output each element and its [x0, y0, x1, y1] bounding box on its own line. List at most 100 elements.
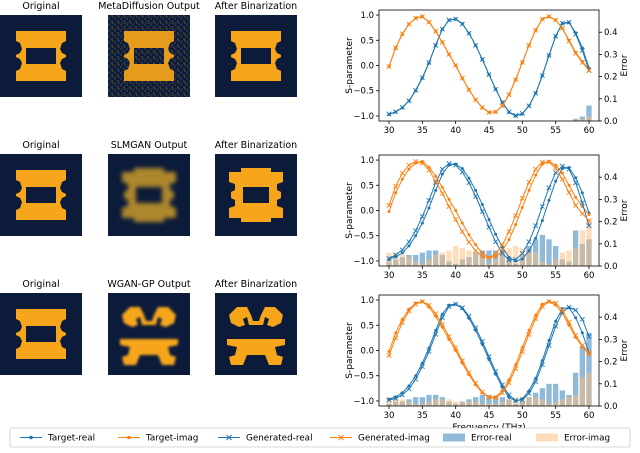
plot-frame: [378, 154, 600, 267]
x-tick-label: 35: [417, 411, 428, 421]
generated-real-point: [586, 333, 592, 339]
generated-real-point: [573, 180, 579, 186]
legend-item: Generated-imag: [330, 434, 430, 444]
generated-imag-point: [433, 311, 439, 317]
y2-tick-label: 0.3: [604, 195, 618, 205]
target-imag-point: [427, 165, 431, 169]
panel-title: After Binarization: [215, 1, 297, 12]
target-imag-point: [507, 238, 511, 242]
panel-background: [0, 15, 82, 97]
error-imag-bar: [459, 401, 465, 406]
generated-imag-point: [426, 167, 432, 173]
panel-background: [108, 154, 190, 236]
error-imag-bar: [499, 252, 505, 266]
error-imag-bar: [519, 397, 525, 406]
y2-tick-label: 0.1: [604, 95, 618, 105]
generated-real-point: [546, 342, 552, 348]
generated-imag-point: [419, 14, 425, 20]
generated-imag-point: [499, 103, 505, 109]
generated-imag-point: [486, 109, 492, 115]
target-imag-point: [527, 328, 531, 332]
target-real-point: [427, 206, 431, 210]
target-real-point: [520, 257, 524, 261]
legend-item: Target-real: [20, 434, 95, 444]
legend: Target-real Target-imag Generated-real Gene…: [9, 427, 631, 448]
error-imag-bar: [586, 372, 592, 406]
generated-real-point: [439, 315, 445, 321]
y-tick-label: −0.5: [353, 232, 374, 242]
error-imag-bar: [559, 399, 565, 406]
x-tick-label: 50: [517, 271, 528, 281]
generated-real-point: [579, 47, 585, 53]
generated-real-point: [526, 103, 532, 109]
generated-imag-point: [473, 97, 479, 103]
generated-imag-point: [579, 342, 585, 348]
generated-real-point: [546, 52, 552, 58]
x-tick-label: 45: [484, 411, 495, 421]
error-real-bar: [539, 234, 545, 266]
generated-real-point: [519, 250, 525, 256]
generated-real-point: [393, 252, 399, 258]
generated-real-point: [506, 257, 512, 263]
target-real-point: [414, 374, 418, 378]
s-parameter-chart-1: 30 35 40 45 50 55 60 −1.0 −0.5 0.0 0.5 1.0 0.0 0.1 0.2…: [345, 9, 630, 136]
generated-real-point: [439, 26, 445, 32]
target-real-line: [388, 18, 590, 117]
y-axis-label: S-parameter: [345, 182, 355, 239]
generated-real-point: [413, 228, 419, 234]
generated-imag-point: [446, 203, 452, 209]
generated-imag-point: [526, 179, 532, 185]
target-real-point: [574, 316, 578, 320]
generated-real-point: [419, 75, 425, 81]
x-tick-label: 45: [484, 271, 495, 281]
panel-title: SLMGAN Output: [111, 140, 188, 151]
generated-real-point: [399, 392, 405, 398]
y-tick-label: −0.5: [353, 87, 374, 97]
x-tick-label: 60: [584, 271, 595, 281]
legend-marker: [127, 435, 131, 440]
generated-imag-point: [486, 394, 492, 400]
target-real-point: [440, 312, 444, 316]
target-imag-point: [520, 205, 524, 209]
image-row-1: Original MetaDiffusion Output After Bina…: [0, 1, 297, 97]
target-imag-point: [474, 243, 478, 247]
generated-imag-point: [526, 42, 532, 48]
legend-label: Target-imag: [145, 434, 198, 444]
x-tick-label: 40: [450, 271, 461, 281]
generated-real-point: [479, 56, 485, 62]
error-real-bar: [546, 239, 552, 266]
generated-real-point: [586, 223, 592, 229]
generated-imag-point: [479, 389, 485, 395]
generated-real-point: [413, 376, 419, 382]
x-tick-label: 50: [517, 126, 528, 136]
error-real-bar: [573, 230, 579, 266]
generated-imag-point: [566, 319, 572, 325]
generated-real-point: [399, 247, 405, 253]
generated-imag-point: [459, 75, 465, 81]
generated-real-point: [579, 200, 585, 206]
generated-imag-point: [493, 395, 499, 401]
generated-real-point: [386, 255, 392, 261]
generated-real-point: [506, 392, 512, 398]
generated-imag-point: [433, 178, 439, 184]
generated-real-line: [388, 163, 590, 261]
generated-real-point: [566, 304, 572, 310]
error-imag-bar: [493, 403, 499, 406]
error-imag-bar: [573, 118, 579, 121]
target-imag-point: [480, 251, 484, 255]
panel-original: [0, 15, 82, 97]
generated-imag-point: [539, 304, 545, 310]
error-imag-bar: [446, 250, 452, 266]
error-imag-bar: [579, 377, 585, 406]
generated-real-point: [419, 364, 425, 370]
generated-real-point: [459, 305, 465, 311]
image-row-3: Original WGAN-GP Output After Binarizati…: [0, 279, 297, 375]
error-imag-bar: [579, 230, 585, 266]
generated-imag-point: [439, 190, 445, 196]
error-imag-bar: [399, 399, 405, 406]
error-real-bar: [479, 394, 485, 406]
generated-imag-point: [519, 59, 525, 65]
error-imag-bar: [533, 397, 539, 406]
generated-imag-point: [553, 17, 559, 23]
panel-background: [215, 15, 297, 97]
